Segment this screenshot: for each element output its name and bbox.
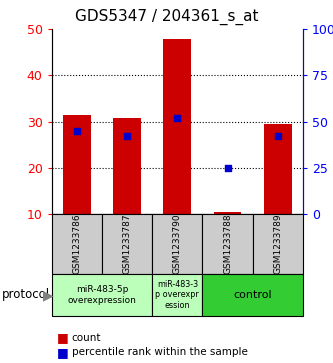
Point xyxy=(74,128,80,134)
Bar xyxy=(63,115,91,214)
Point xyxy=(225,165,230,171)
Text: miR-483-3
p overexpr
ession: miR-483-3 p overexpr ession xyxy=(156,280,199,310)
Bar xyxy=(113,118,141,214)
Text: GSM1233787: GSM1233787 xyxy=(123,214,132,274)
Text: ▶: ▶ xyxy=(43,288,53,302)
Text: GSM1233788: GSM1233788 xyxy=(223,214,232,274)
Point xyxy=(175,115,180,121)
Bar xyxy=(264,124,292,214)
Point xyxy=(125,134,130,139)
Text: count: count xyxy=(72,333,101,343)
Text: control: control xyxy=(233,290,272,300)
Text: ■: ■ xyxy=(57,346,68,359)
Text: protocol: protocol xyxy=(2,289,50,301)
Text: percentile rank within the sample: percentile rank within the sample xyxy=(72,347,247,357)
Bar xyxy=(164,39,191,214)
Text: GSM1233790: GSM1233790 xyxy=(173,214,182,274)
Text: ■: ■ xyxy=(57,331,68,344)
Bar xyxy=(214,212,241,214)
Text: GSM1233786: GSM1233786 xyxy=(72,214,81,274)
Text: GSM1233789: GSM1233789 xyxy=(273,214,282,274)
Text: GDS5347 / 204361_s_at: GDS5347 / 204361_s_at xyxy=(75,9,258,25)
Point xyxy=(275,134,280,139)
Text: miR-483-5p
overexpression: miR-483-5p overexpression xyxy=(68,285,136,305)
